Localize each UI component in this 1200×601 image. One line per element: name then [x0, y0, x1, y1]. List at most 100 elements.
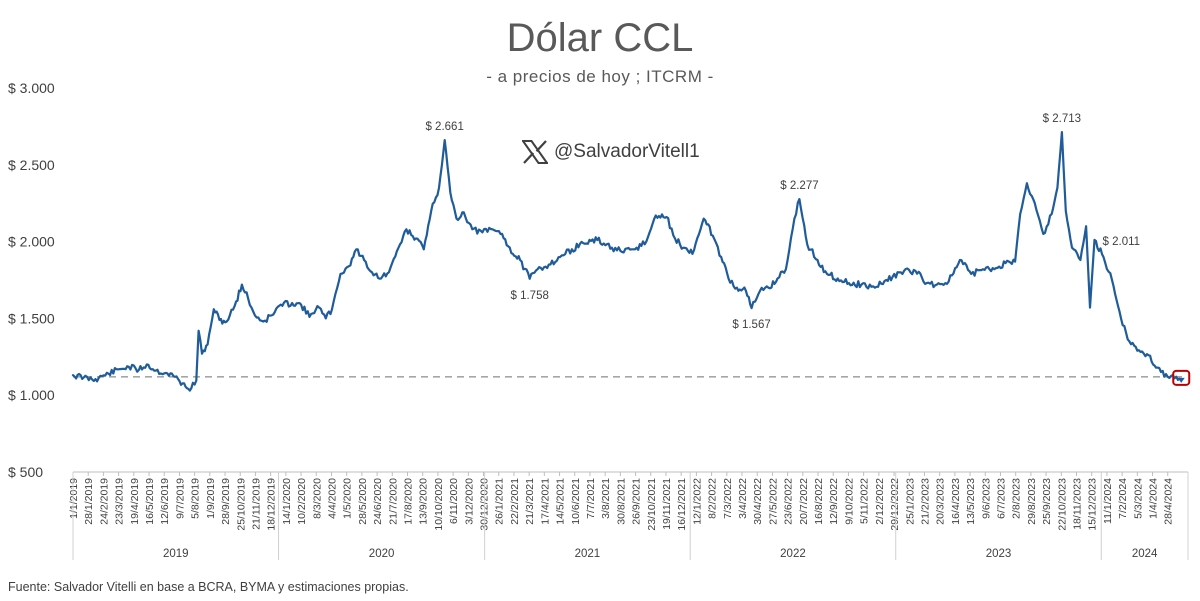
- x-tick-label: 23/6/2022: [783, 478, 795, 525]
- data-label: $ 1.567: [732, 319, 770, 331]
- x-tick-label: 16/8/2022: [813, 478, 825, 525]
- y-tick-label: $ 2.500: [8, 157, 55, 173]
- x-tick-label: 17/8/2020: [403, 478, 415, 525]
- x-tick-label: 21/11/2019: [250, 478, 262, 530]
- x-tick-label: 13/9/2020: [418, 478, 430, 525]
- x-tick-label: 25/1/2023: [904, 478, 916, 525]
- x-logo-icon: [522, 140, 548, 164]
- source-note: Fuente: Salvador Vitelli en base a BCRA,…: [8, 580, 409, 594]
- x-tick-label: 27/5/2022: [767, 478, 779, 525]
- x-tick-label: 16/4/2023: [950, 478, 962, 525]
- x-tick-label: 24/6/2020: [372, 478, 384, 525]
- x-tick-label: 9/7/2019: [174, 478, 186, 519]
- x-tick-label: 29/8/2023: [1026, 478, 1038, 525]
- x-tick-label: 10/10/2020: [433, 478, 445, 531]
- x-tick-label: 13/5/2023: [965, 478, 977, 525]
- x-tick-label: 12/1/2022: [691, 478, 703, 525]
- x-tick-label: 5/8/2019: [190, 478, 202, 519]
- x-tick-label: 16/12/2021: [676, 478, 688, 531]
- x-tick-label: 1/9/2019: [205, 478, 217, 519]
- x-tick-label: 26/9/2021: [631, 478, 643, 525]
- x-tick-label: 12/9/2022: [828, 478, 840, 525]
- x-tick-label: 29/12/2022: [889, 478, 901, 531]
- annotation-layer: $ 2.661 $ 1.758 $ 1.567 $ 2.277 $ 2.713 $ 2.0…: [425, 113, 1140, 331]
- x-tick-label: 11/1/2024: [1102, 478, 1114, 524]
- x-tick-label: 25/10/2019: [235, 478, 247, 531]
- x-tick-label: 23/3/2019: [114, 478, 126, 525]
- x-tick-label: 1/5/2020: [342, 478, 354, 519]
- x-tick-label: 18/11/2023: [1072, 478, 1084, 530]
- x-tick-label: 25/9/2023: [1041, 478, 1053, 525]
- x-tick-label: 28/1/2019: [83, 478, 95, 525]
- axes: $ 500 $ 1.000 $ 1.500 $ 2.000 $ 2.500 $ 3.000…: [8, 80, 1189, 560]
- x-tick-label: 10/2/2020: [296, 478, 308, 525]
- twitter-handle[interactable]: @SalvadorVitell1: [522, 140, 700, 164]
- x-tick-label: 9/6/2023: [980, 478, 992, 519]
- x-tick-label: 9/10/2022: [843, 478, 855, 525]
- data-label: $ 2.713: [1043, 113, 1081, 125]
- x-tick-label: 21/7/2020: [387, 478, 399, 525]
- x-tick-label: 28/9/2019: [220, 478, 232, 525]
- y-tick-label: $ 3.000: [8, 80, 55, 96]
- year-label: 2022: [780, 548, 806, 560]
- x-tick-label: 7/7/2021: [585, 478, 597, 519]
- data-label: $ 2.011: [1103, 236, 1141, 248]
- x-tick-label: 22/2/2021: [509, 478, 521, 525]
- x-tick-label: 30/4/2022: [752, 478, 764, 525]
- x-tick-label: 7/2/2024: [1117, 478, 1129, 519]
- x-tick-label: 28/4/2024: [1163, 478, 1175, 525]
- chart-subtitle: - a precios de hoy ; ITCRM -: [486, 67, 714, 86]
- series-line-dolar-ccl: [71, 131, 1183, 392]
- x-tick-label: 22/10/2023: [1056, 478, 1068, 531]
- x-tick-label: 4/4/2020: [326, 478, 338, 519]
- x-tick-label: 6/11/2020: [448, 478, 460, 524]
- x-tick-label: 8/3/2020: [311, 478, 323, 519]
- x-tick-label: 16/5/2019: [144, 478, 156, 525]
- x-tick-label: 5/3/2024: [1132, 478, 1144, 519]
- x-tick-label: 1/1/2019: [68, 478, 80, 519]
- year-label: 2021: [575, 548, 601, 560]
- last-value-highlight: [1172, 369, 1191, 386]
- x-tick-label: 20/7/2022: [798, 478, 810, 525]
- x-tick-label: 26/1/2021: [494, 478, 506, 525]
- handle-text: @SalvadorVitell1: [554, 141, 700, 162]
- x-tick-label: 6/7/2023: [995, 478, 1007, 519]
- x-tick-label: 3/4/2022: [737, 478, 749, 519]
- x-tick-label: 21/2/2023: [919, 478, 931, 525]
- x-tick-label: 28/5/2020: [357, 478, 369, 525]
- x-tick-label: 14/5/2021: [555, 478, 567, 525]
- data-label: $ 2.661: [425, 121, 463, 133]
- data-label: $ 2.277: [780, 180, 818, 192]
- x-tick-label: 1/4/2024: [1148, 478, 1160, 519]
- series-layer: [71, 131, 1191, 392]
- x-tick-label: 20/3/2023: [935, 478, 947, 525]
- x-tick-label: 24/2/2019: [98, 478, 110, 525]
- year-label: 2024: [1132, 548, 1158, 560]
- year-label: 2020: [369, 548, 395, 560]
- x-tick-label: 21/3/2021: [524, 478, 536, 525]
- x-tick-label: 23/10/2021: [646, 478, 658, 531]
- y-tick-label: $ 1.000: [8, 387, 55, 403]
- x-tick-label: 2/8/2023: [1011, 478, 1023, 519]
- x-tick-label: 15/12/2023: [1087, 478, 1099, 531]
- x-tick-label: 8/2/2022: [707, 478, 719, 519]
- year-label: 2019: [163, 548, 189, 560]
- y-tick-label: $ 500: [8, 464, 43, 480]
- x-tick-label: 3/8/2021: [600, 478, 612, 519]
- x-tick-label: 7/3/2022: [722, 478, 734, 519]
- y-tick-label: $ 2.000: [8, 234, 55, 250]
- x-tick-label: 18/12/2019: [266, 478, 278, 531]
- data-label: $ 1.758: [511, 290, 549, 302]
- x-tick-label: 17/4/2021: [539, 478, 551, 525]
- y-tick-label: $ 1.500: [8, 310, 55, 326]
- chart-title: Dólar CCL: [506, 16, 694, 60]
- x-tick-label: 10/6/2021: [570, 478, 582, 525]
- x-tick-label: 30/8/2021: [615, 478, 627, 525]
- x-tick-label: 14/1/2020: [281, 478, 293, 525]
- last-value-marker: [1177, 377, 1185, 383]
- x-tick-label: 3/12/2020: [463, 478, 475, 525]
- year-label: 2023: [986, 548, 1012, 560]
- x-tick-label: 19/11/2021: [661, 478, 673, 530]
